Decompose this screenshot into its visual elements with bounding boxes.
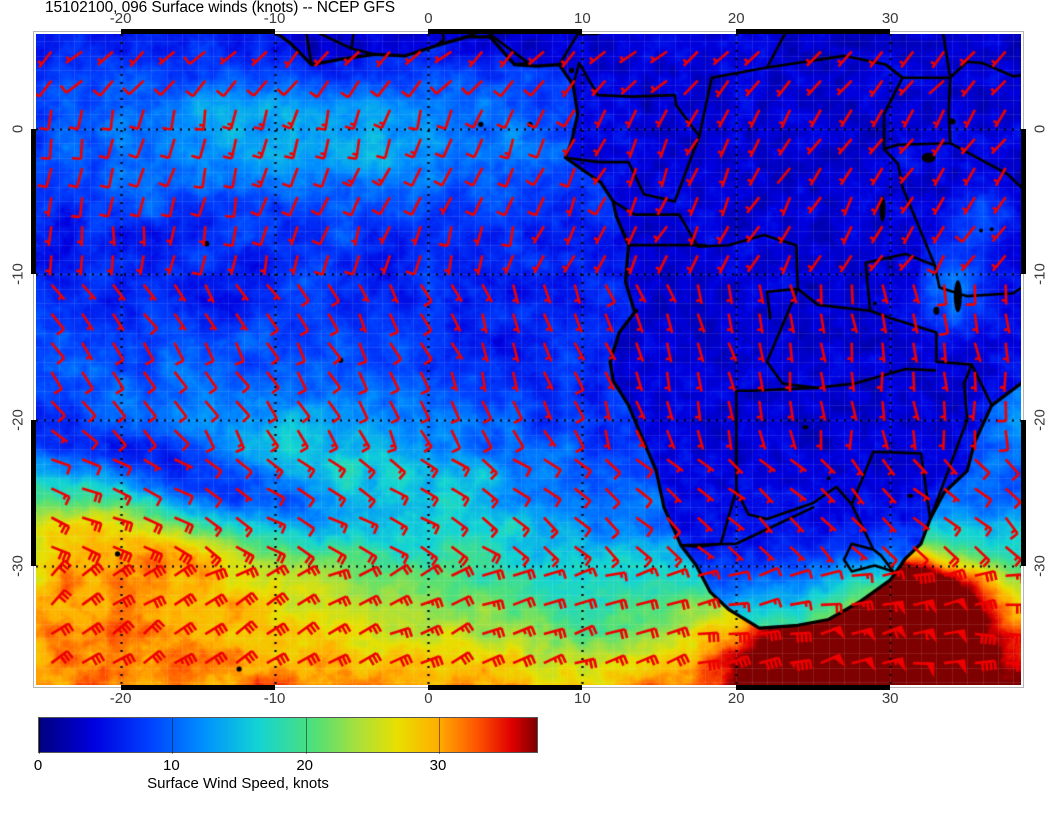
colorbar-title: Surface Wind Speed, knots xyxy=(147,775,329,792)
x-axis-tick-label-bottom: 0 xyxy=(424,690,433,707)
axis-tick-band xyxy=(1021,128,1026,275)
y-axis-tick-label-right: -20 xyxy=(1031,409,1049,431)
y-axis-tick-label-right: -30 xyxy=(1031,554,1049,577)
y-axis-tick-label-right: -10 xyxy=(1031,263,1049,286)
axis-tick-band xyxy=(1021,419,1026,566)
x-axis-tick-label-top: 10 xyxy=(574,10,591,27)
colorbar-tick xyxy=(439,718,440,754)
axis-tick-band xyxy=(120,29,275,34)
wind-speed-field-canvas xyxy=(36,34,1021,685)
y-axis-tick-label-left: 0 xyxy=(9,124,27,133)
x-axis-tick-label-bottom: -20 xyxy=(109,690,132,707)
colorbar-tick-label: 30 xyxy=(429,757,447,774)
axis-tick-band xyxy=(736,685,891,690)
axis-tick-band xyxy=(120,685,275,690)
x-axis-tick-label-top: -10 xyxy=(263,10,286,27)
axis-tick-band xyxy=(736,29,891,34)
y-axis-tick-label-left: -20 xyxy=(9,409,27,431)
axis-tick-band xyxy=(428,29,583,34)
colorbar-tick xyxy=(305,718,307,754)
y-axis-tick-label-right: 0 xyxy=(1031,124,1049,133)
colorbar-tick xyxy=(172,718,174,754)
colorbar xyxy=(38,717,538,754)
y-axis-tick-label-left: -10 xyxy=(9,263,27,286)
y-axis-tick-label-left: -30 xyxy=(9,554,27,577)
x-axis-tick-label-bottom: 20 xyxy=(727,690,745,707)
colorbar-tick-label: 10 xyxy=(162,757,180,774)
axis-tick-band xyxy=(428,685,583,690)
map-plot-area xyxy=(36,34,1021,685)
x-axis-tick-label-top: 30 xyxy=(881,10,899,27)
colorbar-gradient xyxy=(39,718,537,752)
colorbar-tick-label: 0 xyxy=(33,757,43,774)
figure-title: 15102100, 096 Surface winds (knots) -- N… xyxy=(45,0,395,16)
x-axis-tick-label-top: 20 xyxy=(727,10,745,27)
x-axis-tick-label-bottom: 10 xyxy=(574,690,591,707)
x-axis-tick-label-bottom: 30 xyxy=(881,690,899,707)
x-axis-tick-label-top: -20 xyxy=(109,10,132,27)
x-axis-tick-label-top: 0 xyxy=(424,10,433,27)
colorbar-tick xyxy=(39,718,40,754)
axis-tick-band xyxy=(31,128,36,275)
x-axis-tick-label-bottom: -10 xyxy=(263,690,286,707)
colorbar-tick-label: 20 xyxy=(296,757,313,774)
axis-tick-band xyxy=(31,419,36,566)
